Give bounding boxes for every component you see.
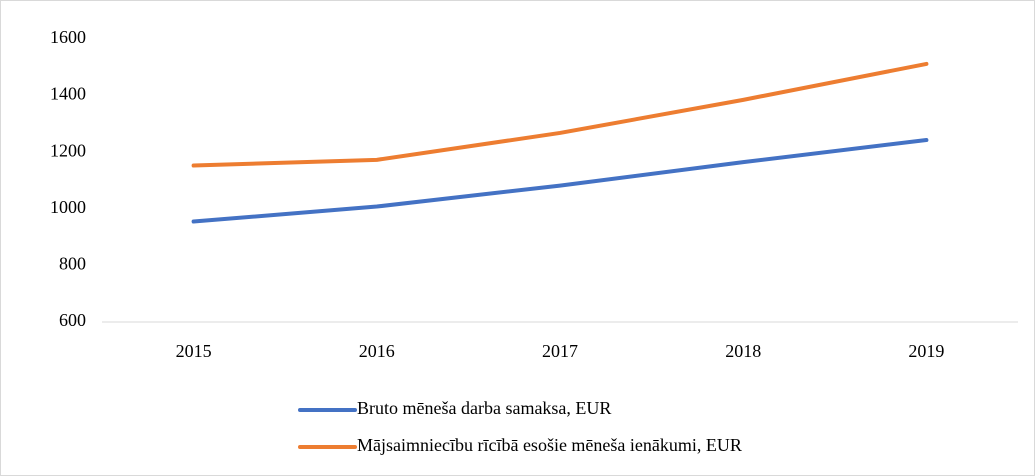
x-tick-label: 2017 — [542, 341, 578, 361]
x-tick-label: 2015 — [176, 341, 212, 361]
series-line — [191, 61, 929, 168]
x-tick-label: 2019 — [908, 341, 944, 361]
y-tick-label: 800 — [59, 254, 86, 274]
x-tick-label: 2018 — [725, 341, 761, 361]
series-line — [191, 138, 929, 224]
legend-label: Mājsaimniecību rīcībā esošie mēneša ienā… — [357, 435, 742, 455]
y-tick-label: 1000 — [50, 197, 86, 217]
y-tick-label: 1400 — [50, 84, 86, 104]
legend-label: Bruto mēneša darba samaksa, EUR — [357, 398, 611, 418]
y-tick-label: 600 — [59, 310, 86, 330]
y-tick-label: 1200 — [50, 140, 86, 160]
y-tick-label: 1600 — [50, 27, 86, 47]
x-tick-label: 2016 — [359, 341, 395, 361]
